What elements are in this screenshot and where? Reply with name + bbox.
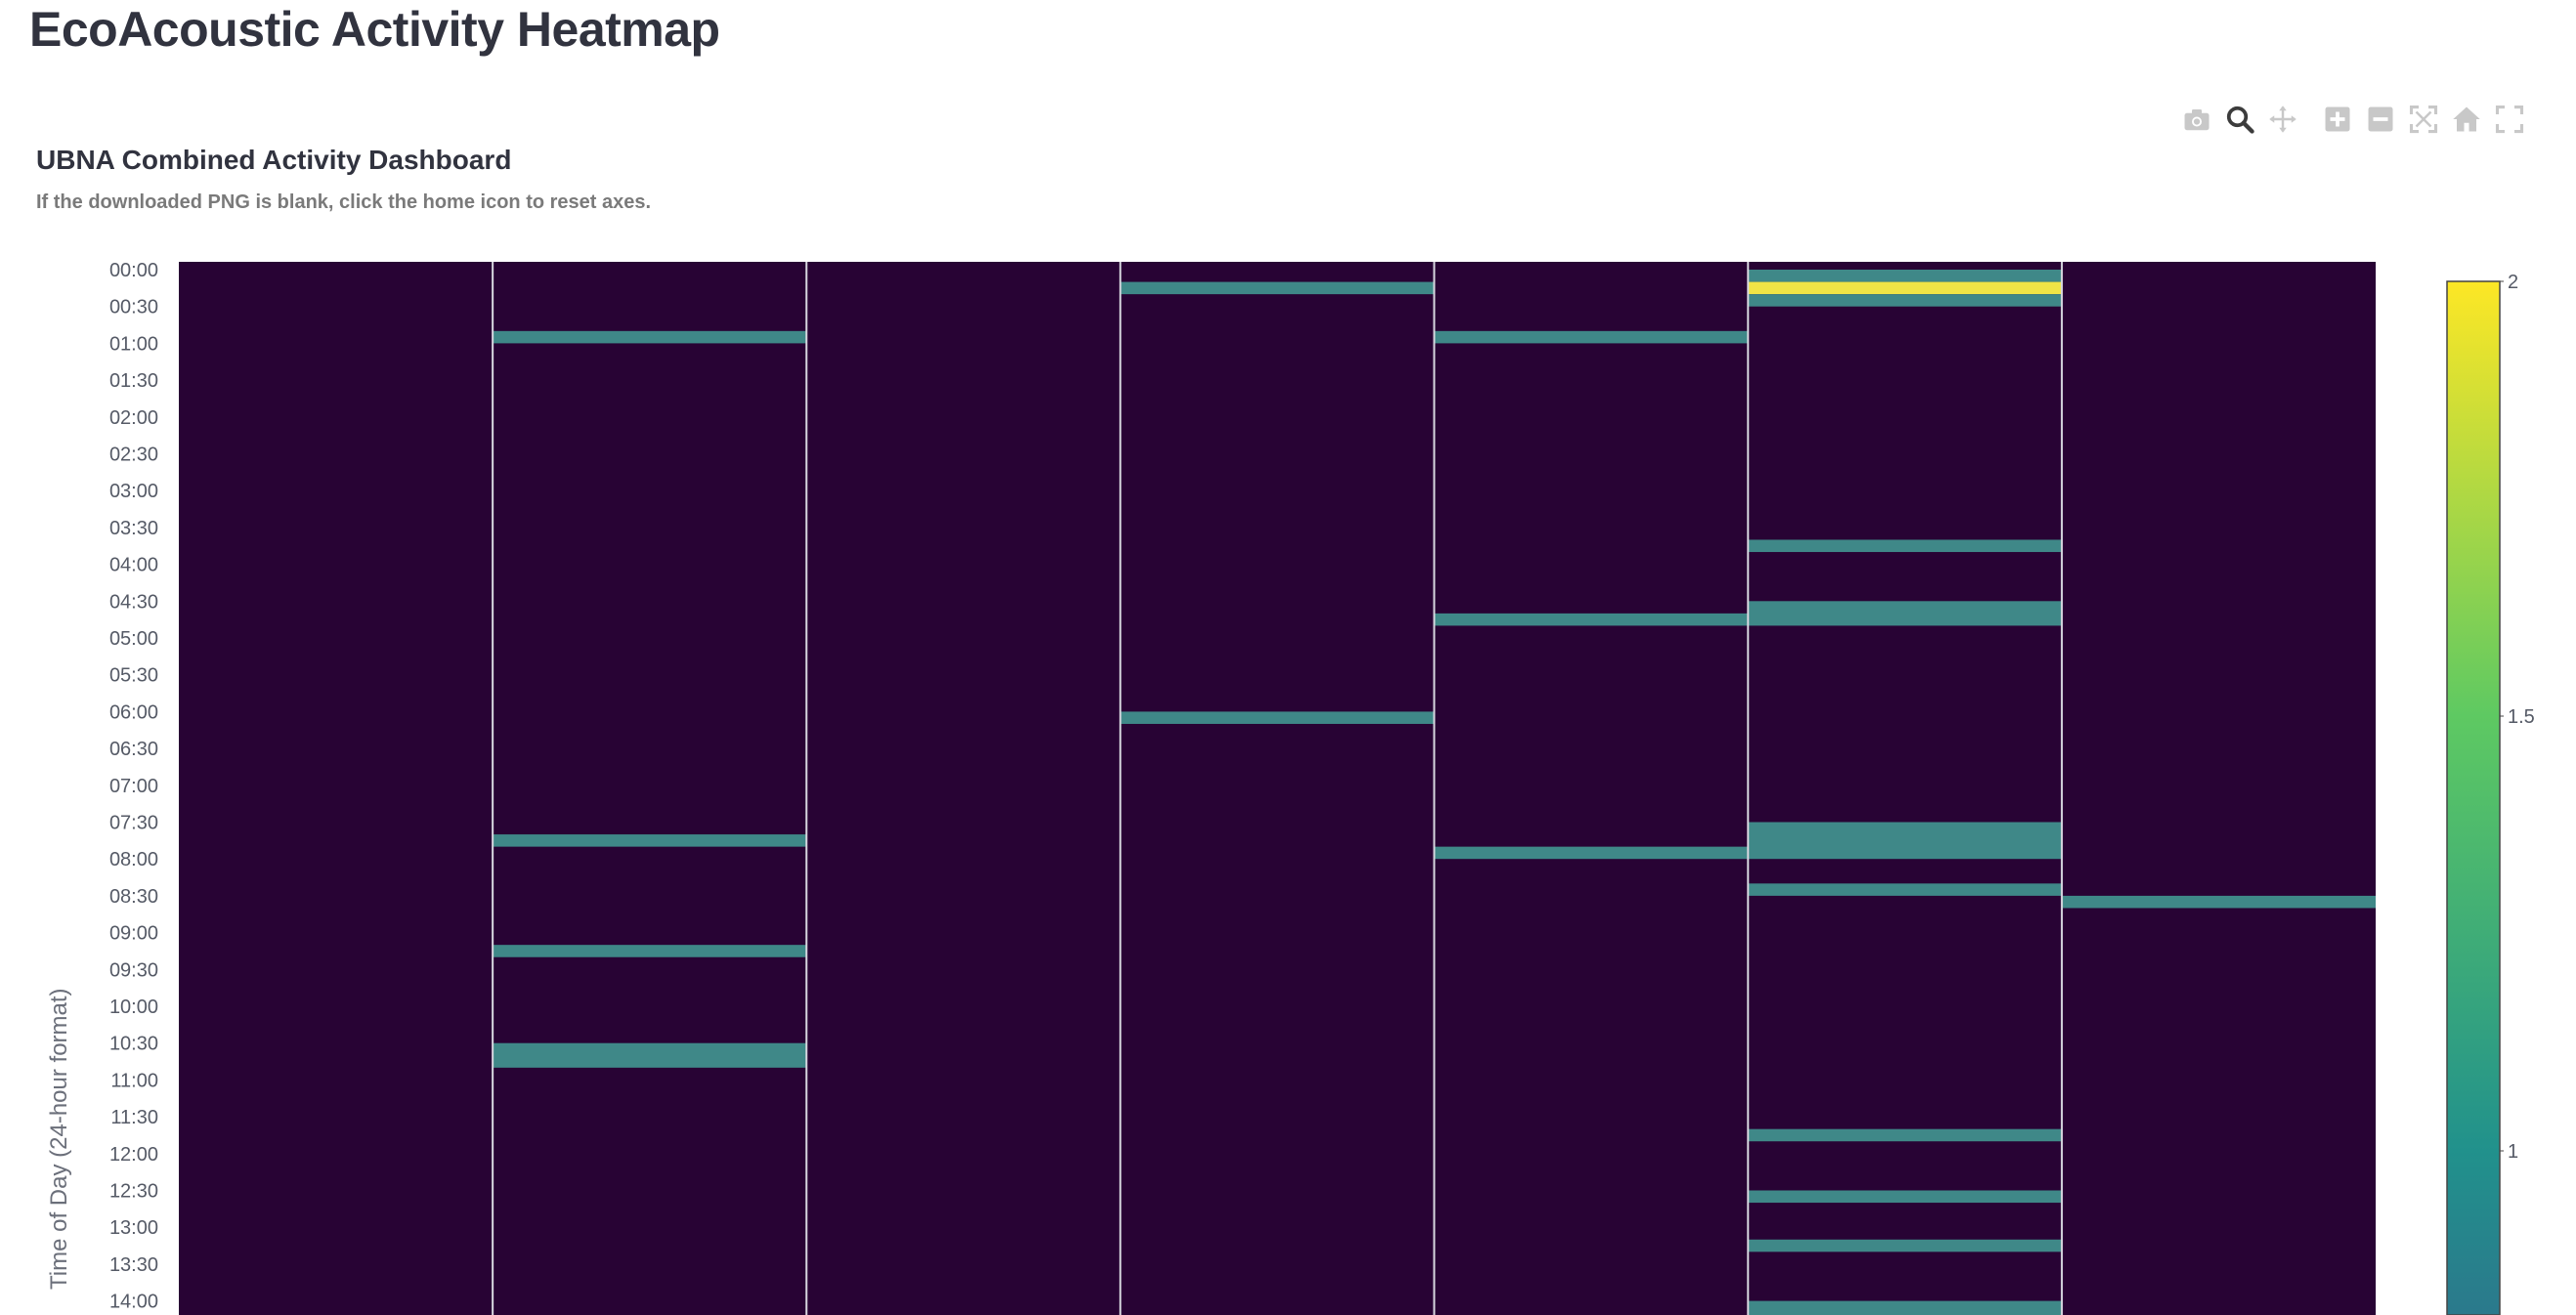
y-tick-label: 09:00	[109, 923, 158, 945]
home-icon	[2453, 106, 2480, 132]
zoom-out-icon	[2368, 106, 2393, 132]
heatmap-column-3[interactable]	[806, 262, 1121, 1315]
autoscale-button[interactable]	[2406, 102, 2441, 137]
heatmap-cell[interactable]	[493, 834, 807, 847]
y-tick-label: 10:30	[109, 1034, 158, 1055]
y-tick-label: 00:00	[109, 260, 158, 281]
y-tick-label: 13:00	[109, 1217, 158, 1239]
y-tick-label: 02:30	[109, 445, 158, 466]
pan-button[interactable]	[2265, 102, 2300, 137]
y-tick-label: 05:30	[109, 665, 158, 687]
y-tick-label: 04:30	[109, 591, 158, 613]
y-tick-label: 08:00	[109, 849, 158, 870]
heatmap-plot-area	[179, 262, 2376, 1315]
heatmap-column-6[interactable]	[1747, 262, 2062, 1315]
zoom-button[interactable]	[2222, 102, 2257, 137]
colorbar-gradient	[2446, 280, 2501, 1315]
y-tick-label: 07:00	[109, 776, 158, 797]
y-tick-label: 00:30	[109, 297, 158, 318]
y-tick-label: 10:00	[109, 997, 158, 1018]
heatmap-cell[interactable]	[1747, 281, 2062, 295]
y-tick-label: 09:30	[109, 959, 158, 981]
heatmap-cell[interactable]	[1747, 1190, 2062, 1204]
y-tick-label: 06:00	[109, 701, 158, 723]
heatmap-cell[interactable]	[1747, 1128, 2062, 1142]
fullscreen-button[interactable]	[2492, 102, 2527, 137]
chart-modebar	[2179, 102, 2535, 137]
y-tick-label: 04:00	[109, 555, 158, 576]
heatmap-column-1[interactable]	[179, 262, 494, 1315]
autoscale-icon	[2409, 105, 2438, 134]
page-title: EcoAcoustic Activity Heatmap	[29, 2, 720, 57]
heatmap-cell[interactable]	[493, 1042, 807, 1068]
heatmap-column-2[interactable]	[493, 262, 807, 1315]
chart-title: UBNA Combined Activity Dashboard	[36, 145, 512, 175]
camera-icon	[2184, 109, 2210, 131]
colorbar: 11.52	[2446, 272, 2535, 1315]
heatmap-cell[interactable]	[1434, 613, 1748, 626]
heatmap-cell[interactable]	[1747, 601, 2062, 626]
y-tick-label: 06:30	[109, 739, 158, 760]
zoom-in-icon	[2325, 106, 2350, 132]
zoom-icon	[2226, 106, 2254, 134]
y-tick-label: 05:00	[109, 628, 158, 650]
heatmap-cell[interactable]	[1747, 539, 2062, 553]
heatmap-cell[interactable]	[1434, 846, 1748, 860]
heatmap-cell[interactable]	[493, 330, 807, 344]
heatmap-cell[interactable]	[493, 945, 807, 957]
heatmap-column-4[interactable]	[1120, 262, 1435, 1315]
heatmap-cell[interactable]	[1747, 1300, 2062, 1315]
heatmap-cell[interactable]	[1747, 1239, 2062, 1252]
colorbar-tick-label: 2	[2508, 272, 2518, 293]
y-tick-label: 11:30	[110, 1107, 158, 1128]
y-tick-label: 07:30	[109, 813, 158, 834]
zoom-in-button[interactable]	[2320, 102, 2355, 137]
reset-axes-button[interactable]	[2449, 102, 2484, 137]
chart-subtitle: If the downloaded PNG is blank, click th…	[36, 191, 652, 213]
y-tick-label: 01:00	[109, 333, 158, 355]
y-axis-title: Time of Day (24-hour format)	[46, 988, 72, 1290]
colorbar-tick-label: 1	[2508, 1141, 2518, 1163]
y-tick-label: 02:00	[109, 407, 158, 429]
heatmap-cell[interactable]	[1120, 281, 1435, 295]
heatmap-column-7[interactable]	[2061, 262, 2376, 1315]
colorbar-tick-label: 1.5	[2508, 706, 2535, 728]
zoom-out-button[interactable]	[2363, 102, 2398, 137]
pan-icon	[2269, 106, 2297, 133]
heatmap-cell[interactable]	[1747, 270, 2062, 282]
y-tick-label: 08:30	[109, 886, 158, 908]
heatmap-column-5[interactable]	[1434, 262, 1748, 1315]
download-png-button[interactable]	[2179, 102, 2214, 137]
heatmap-cell[interactable]	[2061, 895, 2376, 909]
heatmap-cell[interactable]	[1747, 822, 2062, 860]
y-tick-label: 12:00	[109, 1144, 158, 1166]
heatmap-cell[interactable]	[1120, 711, 1435, 724]
fullscreen-icon	[2495, 105, 2524, 134]
heatmap-cell[interactable]	[1747, 294, 2062, 307]
y-tick-label: 03:30	[109, 518, 158, 539]
y-tick-label: 13:30	[109, 1254, 158, 1276]
heatmap-cell[interactable]	[1747, 883, 2062, 896]
y-tick-label: 03:00	[109, 481, 158, 502]
y-tick-label: 12:30	[109, 1181, 158, 1203]
heatmap-cell[interactable]	[1434, 330, 1748, 344]
y-tick-label: 11:00	[110, 1070, 158, 1091]
y-tick-label: 14:00	[109, 1292, 158, 1313]
y-tick-label: 01:30	[109, 370, 158, 392]
